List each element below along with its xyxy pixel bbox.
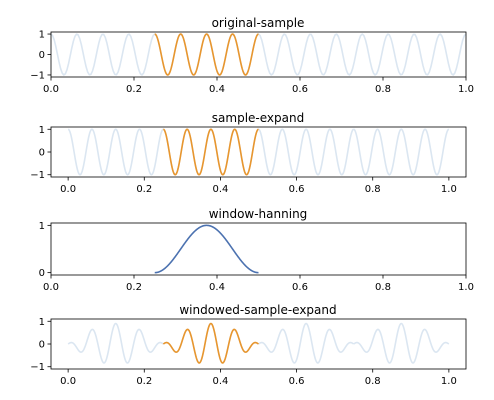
x-tick-label: 0.4 xyxy=(212,376,228,387)
series-1-segment-1-line xyxy=(67,322,164,364)
y-tick-label: 0 xyxy=(39,268,45,279)
plot-area xyxy=(67,128,450,176)
y-axis: 1 0 −1 xyxy=(30,30,51,81)
x-tick-label: 0.0 xyxy=(43,84,59,95)
y-tick-label: 1 xyxy=(39,125,45,136)
x-axis: 0.0 0.2 0.4 0.6 0.8 1.0 xyxy=(43,275,474,293)
subplot-original-sample: original-sample 1 0 −1 0.0 0.2 0.4 0.6 0.8 1.0 xyxy=(30,16,474,95)
x-tick-label: 0.2 xyxy=(126,282,142,293)
series-1-segment-1-line xyxy=(50,33,467,76)
y-tick-label: −1 xyxy=(30,362,45,373)
series-1-segment-3-line xyxy=(258,322,355,364)
y-tick-label: −1 xyxy=(30,170,45,181)
x-tick-label: 0.8 xyxy=(375,282,391,293)
series-1-segment-1-line xyxy=(154,224,259,274)
x-tick-label: 0.0 xyxy=(60,376,76,387)
series-1-segment-2-line xyxy=(162,322,259,364)
x-tick-label: 0.0 xyxy=(60,184,76,195)
series-2-segment-1-line xyxy=(154,33,259,76)
y-tick-label: 1 xyxy=(39,317,45,328)
chart-title: windowed-sample-expand xyxy=(179,303,336,317)
y-tick-label: 1 xyxy=(39,221,45,232)
axes-frame xyxy=(50,222,467,276)
plot-area xyxy=(154,224,259,274)
y-tick-label: 1 xyxy=(39,30,45,41)
x-tick-label: 0.6 xyxy=(292,282,308,293)
x-tick-label: 1.0 xyxy=(441,376,457,387)
x-tick-label: 0.4 xyxy=(209,282,225,293)
y-axis: 10 xyxy=(39,221,51,279)
plot-area xyxy=(50,33,467,76)
plot-area xyxy=(67,322,450,364)
subplot-sample-expand: sample-expand 1 0 −1 0.0 0.2 0.4 0.6 0.8 1.0 xyxy=(30,111,467,195)
x-tick-label: 0.2 xyxy=(126,84,142,95)
series-1-segment-4-line xyxy=(353,128,450,176)
y-tick-label: 0 xyxy=(39,148,45,159)
x-tick-label: 0.6 xyxy=(289,184,305,195)
series-2-segment-1-line xyxy=(162,322,259,364)
x-tick-label: 1.0 xyxy=(458,84,474,95)
series-1-segment-1-line xyxy=(67,128,164,176)
chart-title: sample-expand xyxy=(212,111,304,125)
chart-title: window-hanning xyxy=(209,207,308,221)
x-tick-label: 0.8 xyxy=(375,84,391,95)
subplot-windowed-sample-expand: windowed-sample-expand 1 0 −1 0.0 0.2 0.4 0.6… xyxy=(30,303,467,387)
x-tick-label: 0.8 xyxy=(365,376,381,387)
x-axis: 0.0 0.2 0.4 0.6 0.8 1.0 xyxy=(60,369,457,387)
x-tick-label: 1.0 xyxy=(458,282,474,293)
x-axis: 0.0 0.2 0.4 0.6 0.8 1.0 xyxy=(43,77,474,95)
x-axis: 0.0 0.2 0.4 0.6 0.8 1.0 xyxy=(60,177,457,195)
x-tick-label: 0.4 xyxy=(209,84,225,95)
y-axis: 1 0 −1 xyxy=(30,317,51,373)
series-1-segment-4-line xyxy=(353,322,450,364)
chart-title: original-sample xyxy=(212,16,305,30)
x-tick-label: 0.8 xyxy=(365,184,381,195)
subplot-window-hanning: window-hanning 10 0.0 0.2 0.4 0.6 0.8 1.0 xyxy=(39,207,474,293)
y-tick-label: 0 xyxy=(39,340,45,351)
x-tick-label: 0.2 xyxy=(136,376,152,387)
y-tick-label: 0 xyxy=(39,50,45,61)
y-tick-label: −1 xyxy=(30,70,45,81)
x-tick-label: 0.4 xyxy=(212,184,228,195)
x-tick-label: 0.2 xyxy=(136,184,152,195)
x-tick-label: 1.0 xyxy=(441,184,457,195)
x-tick-label: 0.6 xyxy=(292,84,308,95)
x-tick-label: 0.6 xyxy=(289,376,305,387)
x-tick-label: 0.0 xyxy=(43,282,59,293)
series-1-segment-3-line xyxy=(258,128,355,176)
y-axis: 1 0 −1 xyxy=(30,125,51,181)
series-2-segment-1-line xyxy=(162,128,259,176)
